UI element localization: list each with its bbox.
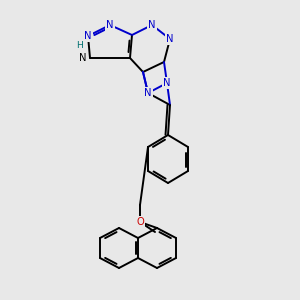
Text: O: O xyxy=(136,217,144,227)
Text: N: N xyxy=(84,31,92,41)
Text: N: N xyxy=(166,34,174,44)
Text: N: N xyxy=(148,20,156,30)
Text: N: N xyxy=(80,53,87,63)
Text: N: N xyxy=(163,78,171,88)
Text: H: H xyxy=(76,40,83,50)
Text: N: N xyxy=(144,88,152,98)
Text: N: N xyxy=(106,20,114,30)
